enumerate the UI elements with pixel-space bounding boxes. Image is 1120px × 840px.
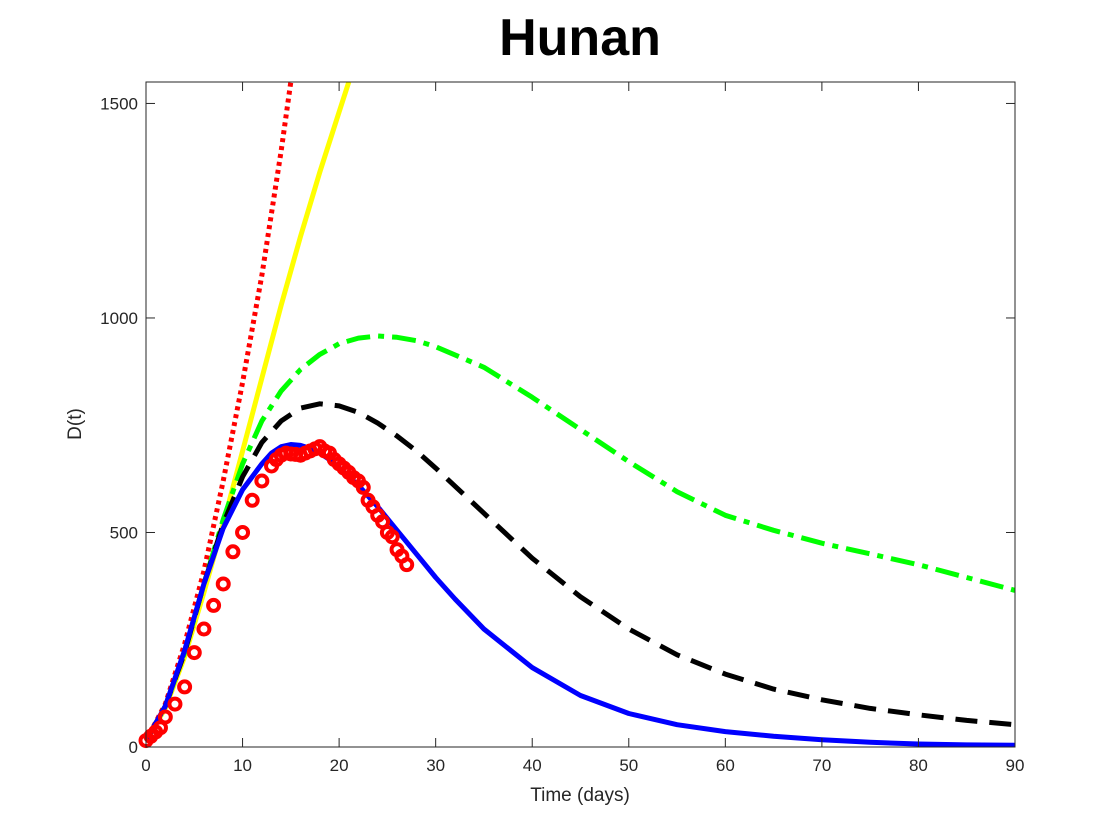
x-tick-label: 90 <box>1006 756 1025 775</box>
x-tick-label: 40 <box>523 756 542 775</box>
data-point-marker <box>355 479 371 495</box>
y-tick-label: 0 <box>129 738 138 757</box>
x-tick-label: 70 <box>812 756 831 775</box>
data-point-marker <box>244 492 260 508</box>
series-line-dashed <box>146 401 1015 742</box>
data-point-marker <box>196 621 212 637</box>
data-point-marker <box>167 696 183 712</box>
x-tick-label: 10 <box>233 756 252 775</box>
data-point-marker <box>186 645 202 661</box>
series-line-dotted <box>146 82 294 742</box>
data-point-marker <box>206 597 222 613</box>
data-point-marker <box>215 576 231 592</box>
y-axis-label: D(t) <box>65 408 86 440</box>
tick-layer: 0 10 20 30 40 50 60 70 80 90 0 500 1000 1500 <box>100 82 1024 775</box>
data-point-marker <box>177 679 193 695</box>
x-tick-label: 60 <box>716 756 735 775</box>
x-axis-label: Time (days) <box>530 785 630 806</box>
chart-title: Hunan <box>499 9 661 67</box>
x-tick-label: 80 <box>909 756 928 775</box>
data-point-marker <box>225 544 241 560</box>
series-layer <box>146 82 1015 747</box>
y-tick-label: 1500 <box>100 94 138 113</box>
data-point-marker <box>384 529 400 545</box>
data-point-marker <box>235 524 251 540</box>
x-tick-label: 20 <box>330 756 349 775</box>
series-line-dash-dot <box>146 333 1015 742</box>
axes-box <box>145 81 1016 748</box>
data-point-marker <box>399 557 415 573</box>
data-point-marker <box>157 709 173 725</box>
x-tick-label: 30 <box>426 756 445 775</box>
y-tick-label: 1000 <box>100 309 138 328</box>
series-line-solid <box>146 82 352 742</box>
data-point-marker <box>254 473 270 489</box>
x-tick-label: 0 <box>141 756 150 775</box>
marker-layer <box>138 439 415 749</box>
x-tick-label: 50 <box>619 756 638 775</box>
y-tick-label: 500 <box>110 523 138 542</box>
